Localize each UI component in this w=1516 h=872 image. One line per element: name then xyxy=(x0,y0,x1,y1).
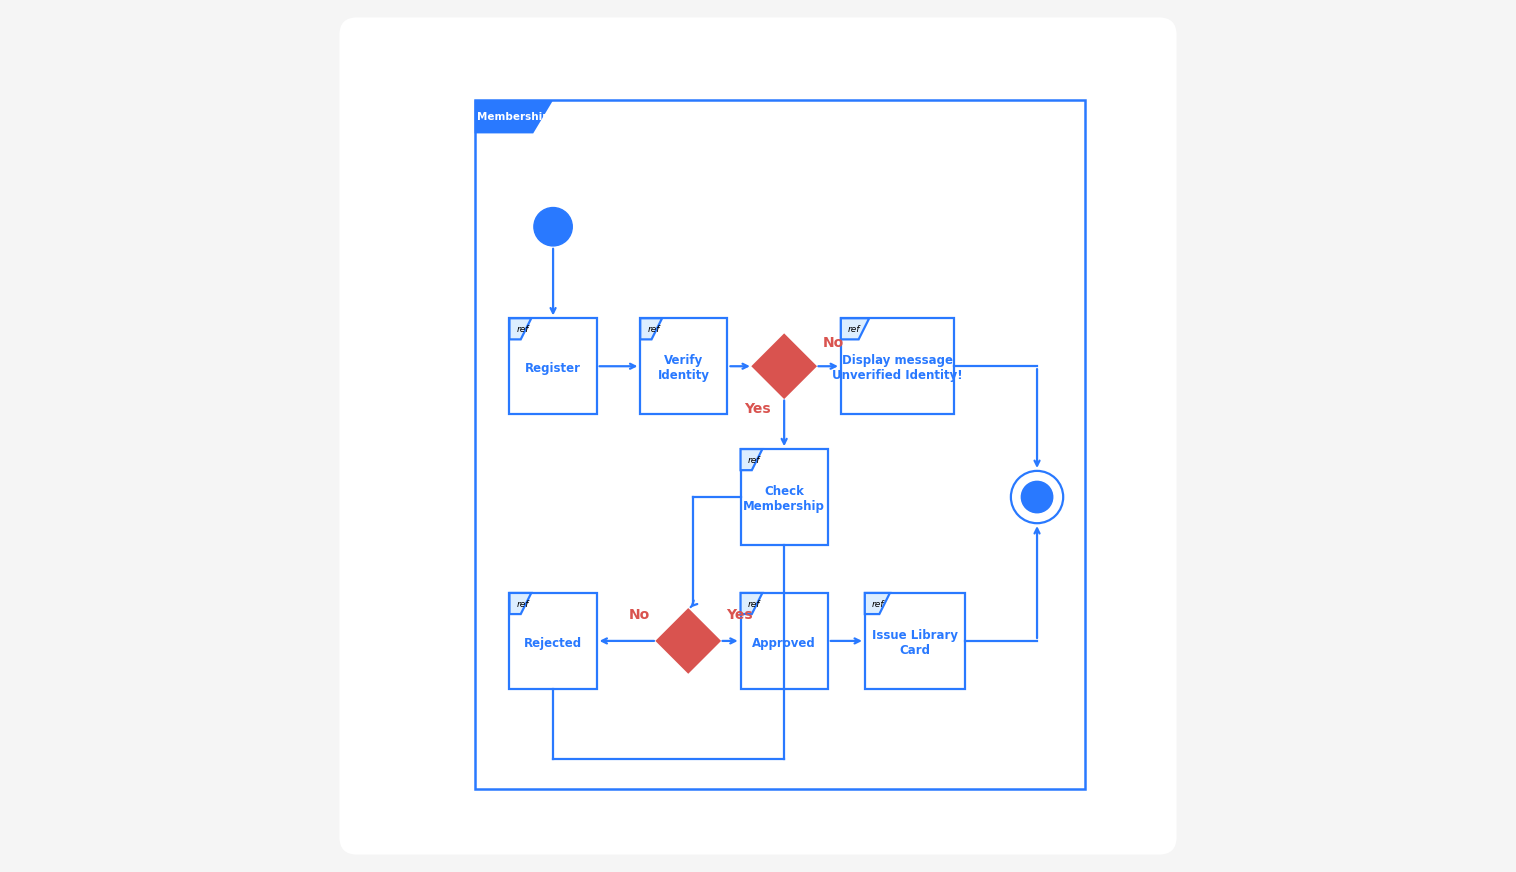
Bar xyxy=(841,318,954,414)
Polygon shape xyxy=(509,593,531,614)
Text: ref: ref xyxy=(517,600,529,609)
Text: Yes: Yes xyxy=(744,402,772,416)
Polygon shape xyxy=(475,100,553,133)
Text: Rejected: Rejected xyxy=(525,637,582,650)
Text: ref: ref xyxy=(847,325,860,334)
Text: No: No xyxy=(629,608,650,622)
Text: Verify
Identity: Verify Identity xyxy=(658,354,709,382)
Circle shape xyxy=(1022,481,1052,513)
Text: Approved: Approved xyxy=(752,637,816,650)
Bar xyxy=(740,449,828,545)
Polygon shape xyxy=(740,449,763,470)
Bar xyxy=(509,593,597,689)
FancyBboxPatch shape xyxy=(340,17,1176,855)
Text: Membership: Membership xyxy=(478,112,550,122)
Bar xyxy=(740,593,828,689)
Polygon shape xyxy=(509,318,531,339)
Polygon shape xyxy=(841,318,869,339)
Polygon shape xyxy=(864,593,890,614)
Text: ref: ref xyxy=(747,600,760,609)
Circle shape xyxy=(1011,471,1063,523)
Polygon shape xyxy=(740,593,763,614)
Text: Yes: Yes xyxy=(726,608,753,622)
Bar xyxy=(864,593,966,689)
Text: No: No xyxy=(823,336,844,350)
Text: ref: ref xyxy=(517,325,529,334)
Text: ref: ref xyxy=(872,600,884,609)
Bar xyxy=(475,100,1085,789)
Circle shape xyxy=(534,208,572,246)
Bar xyxy=(640,318,728,414)
Text: Issue Library
Card: Issue Library Card xyxy=(872,629,958,657)
Text: Register: Register xyxy=(525,362,581,375)
Polygon shape xyxy=(640,318,662,339)
Text: ref: ref xyxy=(647,325,659,334)
Text: ref: ref xyxy=(747,456,760,465)
Polygon shape xyxy=(753,335,816,398)
Polygon shape xyxy=(656,610,720,672)
Text: Check
Membership: Check Membership xyxy=(743,485,825,513)
Bar xyxy=(509,318,597,414)
Text: Display message
Unverified Identity!: Display message Unverified Identity! xyxy=(832,354,963,382)
